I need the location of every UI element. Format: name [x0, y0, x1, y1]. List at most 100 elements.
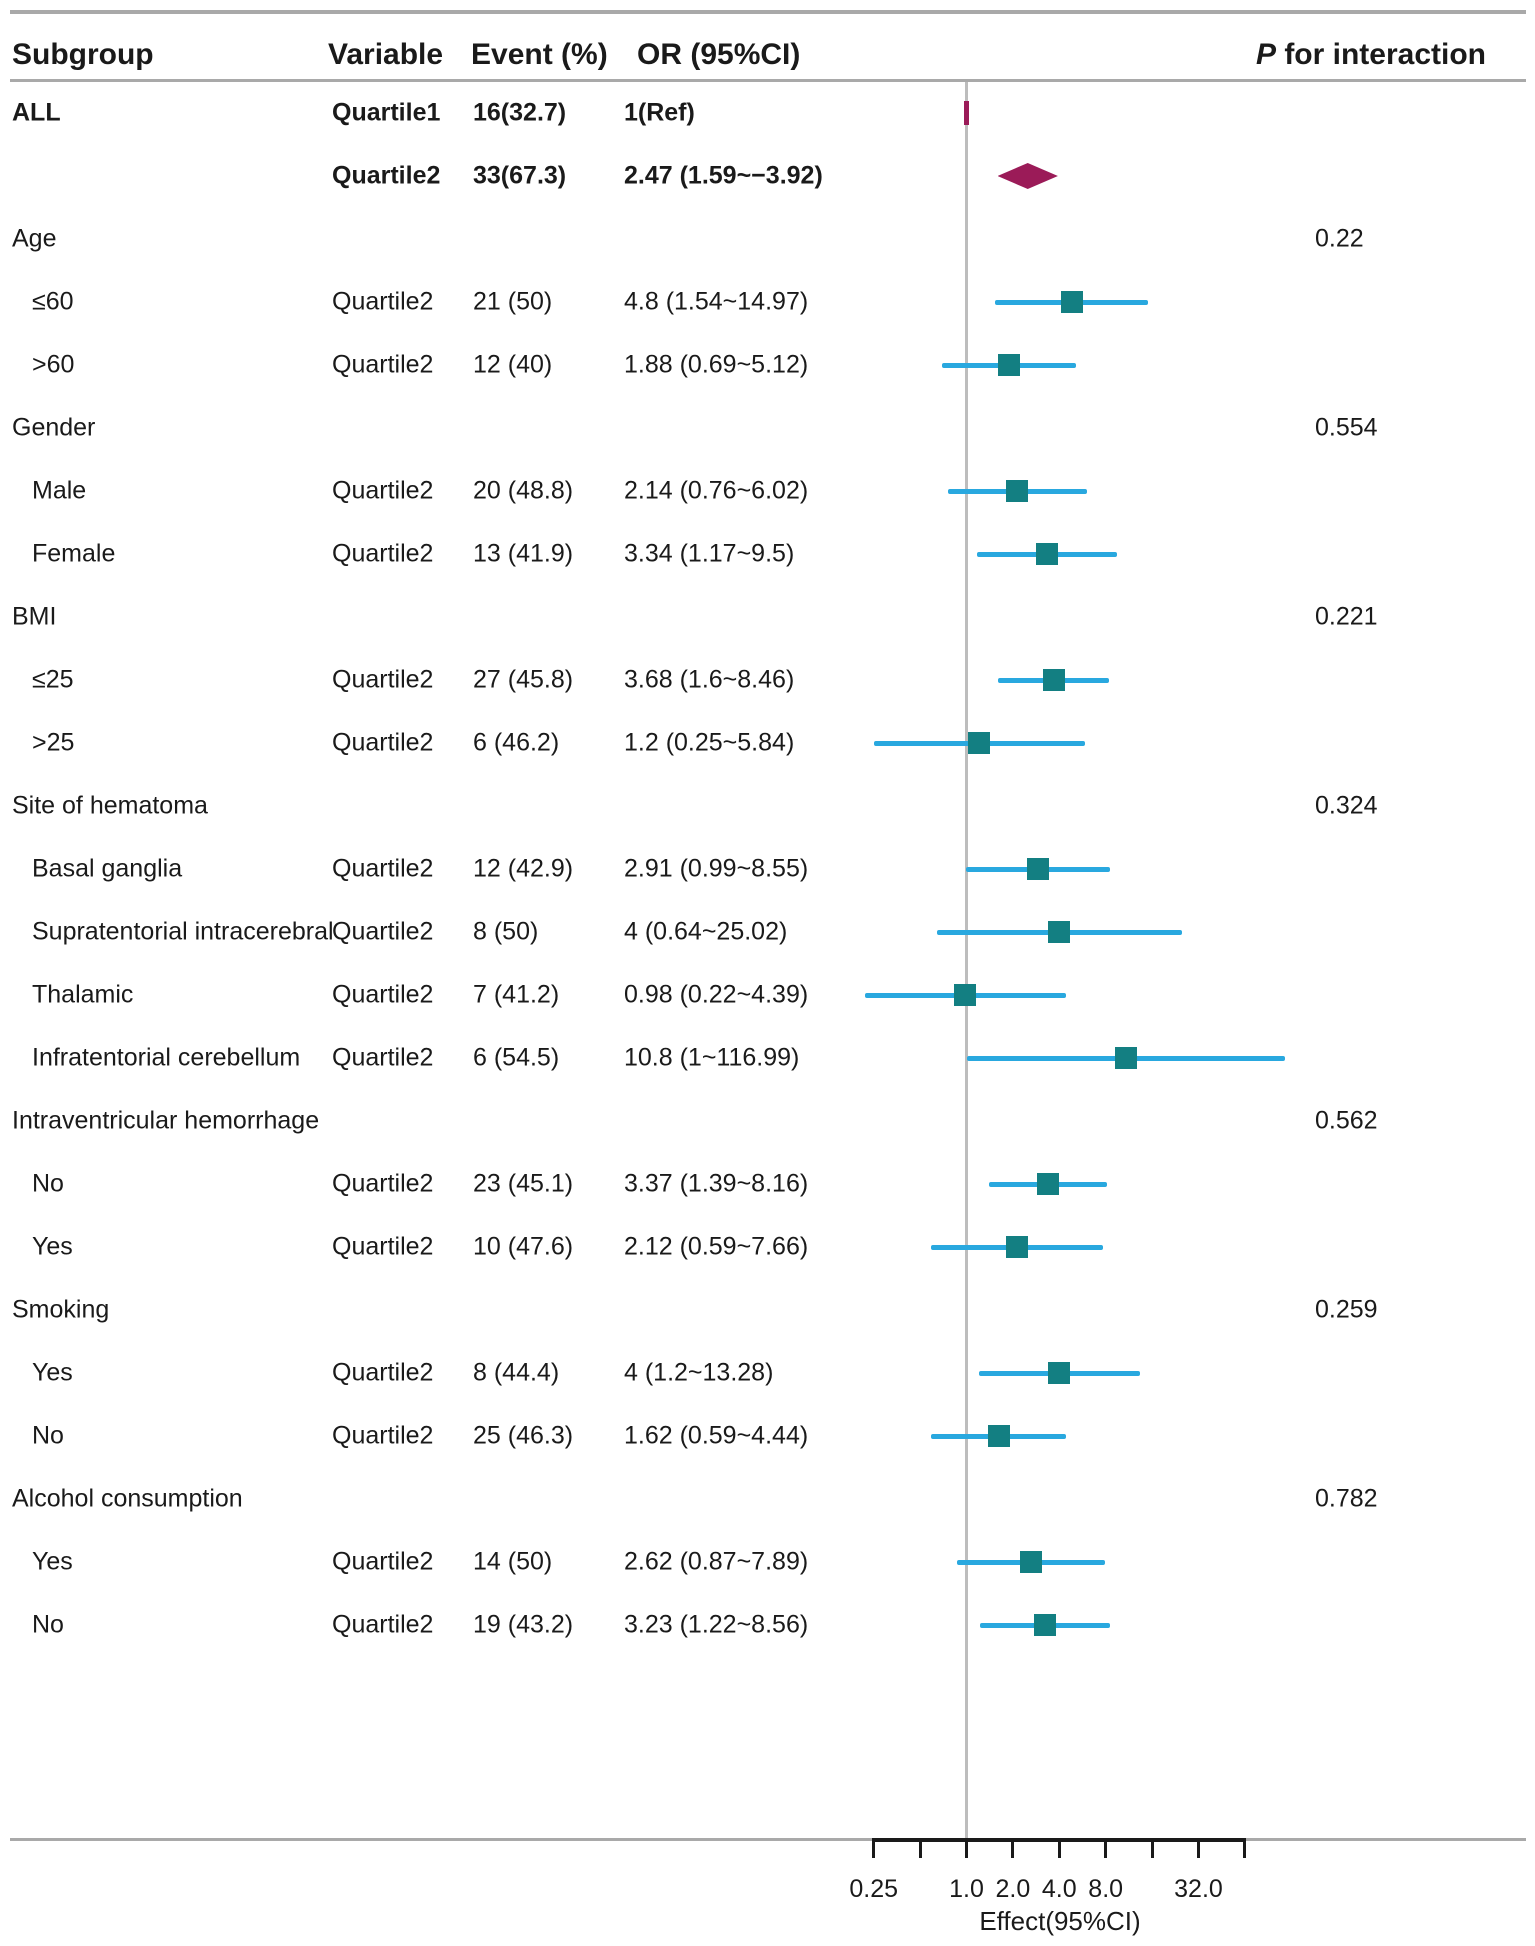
- estimate-square: [1060, 291, 1083, 313]
- row-variable: Quartile2: [332, 665, 434, 694]
- reference-line: [965, 82, 968, 1838]
- row-subgroup-label: Alcohol consumption: [12, 1484, 243, 1513]
- row-p-value: 0.259: [1315, 1295, 1378, 1324]
- axis-tick: [1104, 1838, 1108, 1858]
- row-variable: Quartile2: [332, 854, 434, 883]
- row-subgroup-label: Thalamic: [32, 980, 134, 1009]
- row-subgroup-label: BMI: [12, 602, 57, 631]
- row-or-ci: 1(Ref): [624, 98, 695, 127]
- column-header-subgroup: Subgroup: [12, 38, 154, 71]
- axis-tick: [1243, 1838, 1247, 1858]
- axis-tick-label: 1.0: [949, 1875, 984, 1903]
- axis-tick: [1197, 1838, 1200, 1858]
- row-variable: Quartile2: [332, 1358, 434, 1387]
- x-axis-label: Effect(95%CI): [979, 1906, 1141, 1936]
- row-subgroup-label: >60: [32, 350, 75, 379]
- row-variable: Quartile2: [332, 1547, 434, 1576]
- row-variable: Quartile2: [332, 476, 434, 505]
- reference-tick: [964, 101, 969, 125]
- row-event: 8 (50): [473, 917, 539, 946]
- row-or-ci: 10.8 (1~116.99): [624, 1043, 800, 1072]
- row-subgroup-label: Supratentorial intracerebral: [32, 917, 334, 946]
- row-or-ci: 1.2 (0.25~5.84): [624, 728, 795, 757]
- row-event: 25 (46.3): [473, 1421, 574, 1450]
- row-or-ci: 0.98 (0.22~4.39): [624, 980, 809, 1009]
- row-variable: Quartile2: [332, 539, 434, 568]
- row-or-ci: 4.8 (1.54~14.97): [624, 287, 809, 316]
- row-variable: Quartile2: [332, 728, 434, 757]
- estimate-square: [1005, 1236, 1028, 1258]
- estimate-square: [1048, 921, 1071, 943]
- row-subgroup-label: Basal ganglia: [32, 854, 183, 883]
- row-or-ci: 3.23 (1.22~8.56): [624, 1610, 809, 1639]
- row-subgroup-label: Site of hematoma: [12, 791, 208, 820]
- row-or-ci: 2.14 (0.76~6.02): [624, 476, 809, 505]
- row-event: 13 (41.9): [473, 539, 574, 568]
- row-subgroup-label: Yes: [32, 1358, 73, 1387]
- row-or-ci: 4 (0.64~25.02): [624, 917, 788, 946]
- estimate-square: [997, 354, 1020, 376]
- row-or-ci: 3.34 (1.17~9.5): [624, 539, 795, 568]
- axis-tick: [1150, 1838, 1154, 1858]
- row-subgroup-label: No: [32, 1610, 64, 1639]
- estimate-square: [967, 732, 990, 754]
- estimate-square: [1027, 858, 1049, 880]
- row-variable: Quartile2: [332, 1421, 434, 1450]
- row-p-value: 0.554: [1315, 413, 1378, 442]
- row-variable: Quartile1: [332, 98, 441, 127]
- estimate-square: [1048, 1362, 1071, 1384]
- top-rule: [10, 10, 1526, 14]
- row-event: 21 (50): [473, 287, 553, 316]
- row-subgroup-label: ≤60: [32, 287, 74, 316]
- row-event: 20 (48.8): [473, 476, 574, 505]
- row-event: 27 (45.8): [473, 665, 574, 694]
- row-p-value: 0.562: [1315, 1106, 1378, 1135]
- p-rest-text: for interaction: [1275, 38, 1486, 71]
- row-subgroup-label: Female: [32, 539, 116, 568]
- row-subgroup-label: ≤25: [32, 665, 74, 694]
- row-variable: Quartile2: [332, 1232, 434, 1261]
- row-event: 6 (54.5): [473, 1043, 560, 1072]
- row-or-ci: 1.88 (0.69~5.12): [624, 350, 809, 379]
- column-header-or: OR (95%CI): [637, 38, 801, 71]
- row-event: 14 (50): [473, 1547, 553, 1576]
- bottom-rule: [10, 1838, 1526, 1841]
- row-subgroup-label: >25: [32, 728, 75, 757]
- row-or-ci: 3.68 (1.6~8.46): [624, 665, 795, 694]
- row-p-value: 0.782: [1315, 1484, 1378, 1513]
- row-subgroup-label: Gender: [12, 413, 96, 442]
- row-event: 6 (46.2): [473, 728, 560, 757]
- row-event: 16(32.7): [473, 98, 567, 127]
- axis-tick: [1011, 1838, 1015, 1858]
- axis-tick-label: 2.0: [995, 1875, 1031, 1903]
- row-or-ci: 2.47 (1.59~−3.92): [624, 161, 823, 190]
- row-event: 33(67.3): [473, 161, 567, 190]
- estimate-square: [1042, 669, 1065, 691]
- row-or-ci: 3.37 (1.39~8.16): [624, 1169, 809, 1198]
- row-variable: Quartile2: [332, 917, 434, 946]
- axis-tick: [872, 1838, 876, 1858]
- row-event: 10 (47.6): [473, 1232, 574, 1261]
- row-subgroup-label: Yes: [32, 1232, 73, 1261]
- row-or-ci: 2.91 (0.99~8.55): [624, 854, 809, 883]
- estimate-square: [987, 1425, 1010, 1447]
- row-p-value: 0.22: [1315, 224, 1364, 253]
- row-subgroup-label: Age: [12, 224, 57, 253]
- row-or-ci: 4 (1.2~13.28): [624, 1358, 774, 1387]
- row-p-value: 0.221: [1315, 602, 1378, 631]
- estimate-square: [1114, 1047, 1137, 1069]
- column-header-p-interaction: P for interaction: [1256, 40, 1486, 70]
- row-variable: Quartile2: [332, 1610, 434, 1639]
- row-variable: Quartile2: [332, 1043, 434, 1072]
- row-event: 7 (41.2): [473, 980, 560, 1009]
- row-or-ci: 1.62 (0.59~4.44): [624, 1421, 809, 1450]
- row-subgroup-label: No: [32, 1169, 64, 1198]
- axis-tick: [918, 1838, 922, 1858]
- axis-tick-label: 8.0: [1088, 1875, 1124, 1903]
- estimate-square: [1006, 480, 1029, 502]
- row-subgroup-label: Smoking: [12, 1295, 110, 1324]
- row-p-value: 0.324: [1315, 791, 1378, 820]
- axis-tick-label: 4.0: [1041, 1875, 1077, 1903]
- row-variable: Quartile2: [332, 980, 434, 1009]
- estimate-square: [1033, 1614, 1056, 1636]
